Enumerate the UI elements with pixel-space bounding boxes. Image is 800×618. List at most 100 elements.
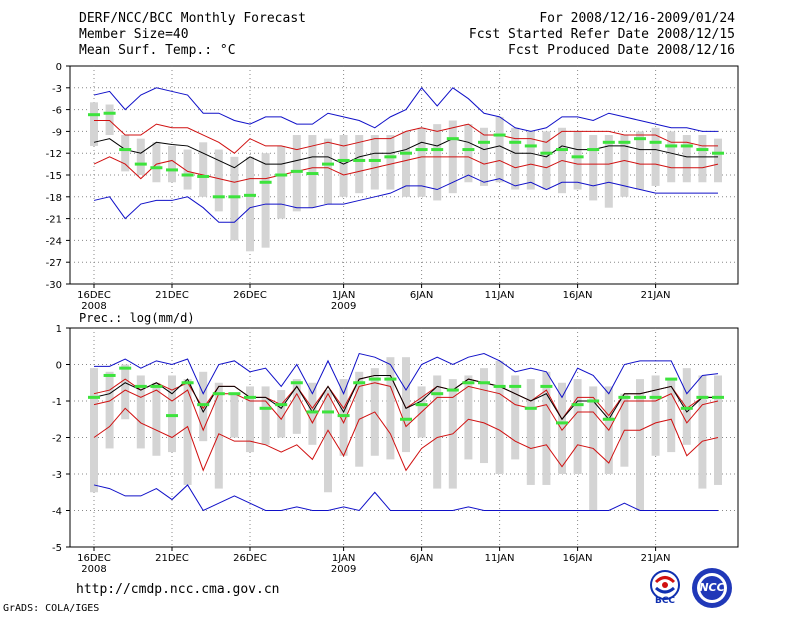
y-tick-label: -27 (46, 258, 62, 269)
median-marker (618, 395, 631, 399)
footer-credit: GrADS: COLA/IGES (3, 603, 100, 614)
median-marker (400, 417, 412, 421)
x-tick-label: 21DEC (155, 290, 189, 301)
ensemble-box (136, 138, 145, 175)
x-tick-label: 21DEC (155, 553, 189, 564)
ensemble-box (355, 135, 364, 194)
y-tick-label: 1 (56, 324, 62, 335)
median-marker (587, 399, 600, 403)
ensemble-box (464, 375, 473, 460)
median-marker (587, 148, 600, 152)
ensemble-box (246, 386, 254, 453)
ensemble-box (651, 375, 660, 456)
ensemble-box (105, 104, 114, 136)
x-tick-label: 11JAN (485, 290, 515, 301)
ensemble-box (573, 131, 582, 190)
y-tick-label: -6 (52, 106, 62, 117)
median-marker (602, 417, 615, 421)
median-marker (524, 406, 537, 410)
ensemble-box (464, 124, 473, 183)
header-start-date: Fcst Started Refer Date 2008/12/15 (468, 27, 735, 42)
ensemble-box (136, 375, 145, 449)
median-marker (134, 162, 147, 166)
x-tick-year-label: 2009 (331, 301, 356, 312)
ensemble-box (214, 149, 223, 212)
upper-extreme-line (93, 86, 718, 132)
ensemble-box (324, 390, 332, 493)
x-tick-label: 11JAN (485, 553, 515, 564)
ensemble-box (214, 382, 223, 489)
ensemble-box (230, 156, 239, 241)
ensemble-box (542, 131, 551, 190)
median-marker (540, 384, 553, 388)
ensemble-box (168, 145, 176, 183)
median-marker (415, 403, 428, 407)
ensemble-box (714, 375, 722, 485)
median-marker (431, 392, 444, 396)
ensemble-box (402, 357, 410, 453)
ensemble-box (308, 382, 317, 445)
x-tick-label: 26DEC (233, 290, 267, 301)
y-tick-label: -21 (46, 215, 62, 226)
ensemble-box (573, 379, 582, 474)
ensemble-box (433, 375, 442, 489)
median-marker (478, 140, 490, 144)
ensemble-box (589, 135, 598, 201)
median-marker (290, 169, 303, 173)
footer-url[interactable]: http://cmdp.ncc.cma.gov.cn (76, 582, 280, 597)
y-tick-label: -2 (52, 434, 62, 445)
median-marker (649, 395, 662, 399)
ensemble-mean-line (93, 138, 718, 169)
ensemble-box (386, 357, 395, 460)
ensemble-box (199, 371, 208, 442)
median-marker (337, 414, 350, 418)
median-marker (88, 113, 100, 117)
upper-spread-line (94, 120, 718, 154)
median-marker (150, 166, 163, 170)
ensemble-box (667, 379, 676, 453)
median-marker (166, 168, 178, 172)
median-marker (556, 421, 568, 425)
median-marker (259, 406, 272, 410)
x-tick-label: 16JAN (563, 553, 593, 564)
median-marker (119, 366, 132, 370)
ensemble-box (651, 127, 660, 186)
median-marker (353, 381, 366, 385)
median-marker (680, 406, 693, 410)
ensemble-box (526, 131, 535, 190)
median-marker (509, 384, 522, 388)
ensemble-box (495, 116, 504, 183)
ensemble-box (542, 371, 551, 485)
ensemble-box (402, 131, 410, 197)
median-marker (275, 403, 288, 407)
upper-extreme-line (94, 352, 719, 399)
median-marker (493, 133, 506, 137)
ensemble-box (558, 382, 566, 474)
median-marker (634, 137, 646, 141)
bcc-logo: BCC (644, 568, 686, 608)
median-marker (197, 403, 210, 407)
ensemble-box (682, 368, 691, 445)
x-tick-label: 1JAN (332, 290, 355, 301)
ensemble-box (324, 138, 332, 205)
ensemble-box (168, 375, 176, 453)
ensemble-box (526, 379, 535, 485)
median-marker (556, 148, 568, 152)
ensemble-box (339, 135, 348, 197)
ensemble-box (105, 371, 114, 449)
median-marker (431, 148, 444, 152)
median-marker (244, 193, 256, 197)
median-marker (384, 377, 397, 381)
ensemble-box (698, 135, 707, 183)
ensemble-box (199, 142, 208, 197)
ncc-logo: NCC (690, 566, 734, 610)
median-marker (337, 158, 350, 162)
median-marker (649, 140, 662, 144)
median-marker (712, 395, 724, 399)
ensemble-box (636, 379, 644, 511)
header-period: For 2008/12/16-2009/01/24 (539, 11, 735, 26)
median-marker (462, 148, 475, 152)
ncc-logo-icon (692, 568, 732, 608)
median-marker (602, 140, 615, 144)
